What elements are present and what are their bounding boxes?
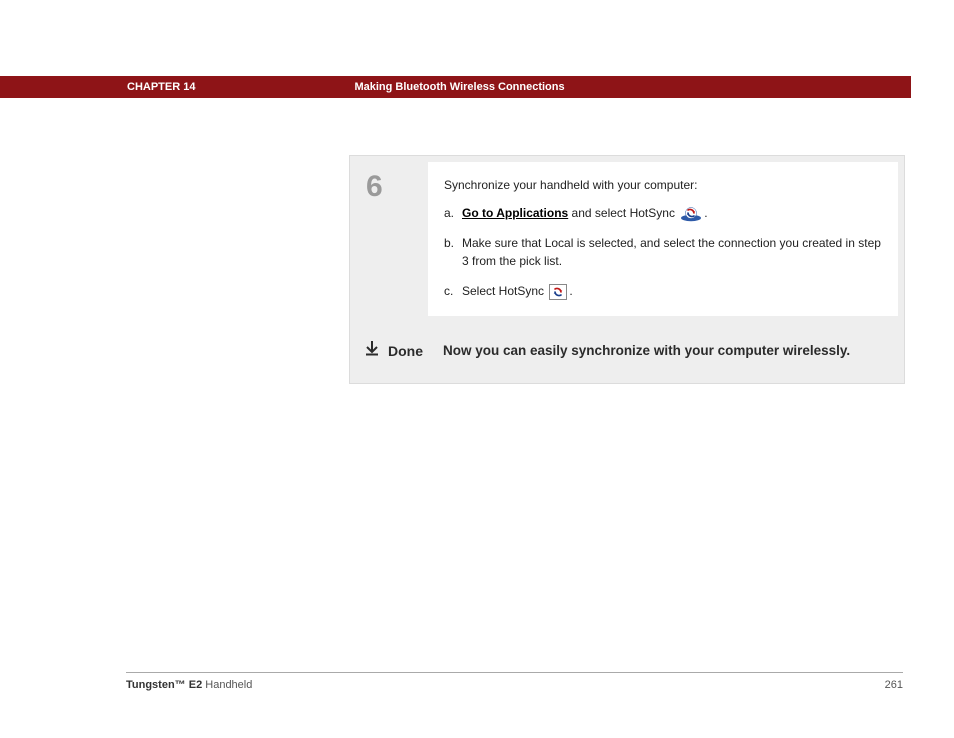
step-intro: Synchronize your handheld with your comp… <box>444 176 882 194</box>
done-row: Done Now you can easily synchronize with… <box>350 322 904 383</box>
sub-step-text: Select HotSync . <box>462 282 882 300</box>
chapter-header-bar: CHAPTER 14 Making Bluetooth Wireless Con… <box>0 76 911 98</box>
sub-step-text: Make sure that Local is selected, and se… <box>462 234 882 270</box>
sub-step-a-tail: . <box>704 206 707 220</box>
sub-step-b: b. Make sure that Local is selected, and… <box>444 234 882 270</box>
sub-step-c-pre: Select HotSync <box>462 284 547 298</box>
footer-product: Tungsten™ E2 Handheld <box>126 679 252 691</box>
step-number-cell: 6 <box>356 162 422 316</box>
instruction-panel: 6 Synchronize your handheld with your co… <box>349 155 905 384</box>
done-label: Done <box>388 343 423 359</box>
footer-product-bold: Tungsten™ E2 <box>126 679 202 691</box>
sub-step-a-after: and select HotSync <box>568 206 678 220</box>
sub-step-list: a. Go to Applications and select HotSync… <box>444 204 882 300</box>
done-text: Now you can easily synchronize with your… <box>443 343 850 358</box>
footer-product-rest: Handheld <box>202 679 252 691</box>
sub-step-letter: c. <box>444 282 462 300</box>
sub-step-letter: b. <box>444 234 462 252</box>
footer-page-number: 261 <box>885 679 903 691</box>
sub-step-c: c. Select HotSync . <box>444 282 882 300</box>
hotsync-app-icon <box>680 206 702 222</box>
sub-step-c-tail: . <box>569 284 572 298</box>
chapter-title: Making Bluetooth Wireless Connections <box>354 81 564 93</box>
hotsync-button-icon <box>549 284 567 300</box>
page-footer: Tungsten™ E2 Handheld 261 <box>126 672 903 691</box>
go-to-applications-link[interactable]: Go to Applications <box>462 206 568 220</box>
step-body: Synchronize your handheld with your comp… <box>428 162 898 316</box>
done-arrow-icon <box>364 340 380 361</box>
step-number: 6 <box>366 170 412 204</box>
sub-step-letter: a. <box>444 204 462 222</box>
sub-step-a: a. Go to Applications and select HotSync… <box>444 204 882 222</box>
step-row: 6 Synchronize your handheld with your co… <box>350 156 904 322</box>
sub-step-text: Go to Applications and select HotSync . <box>462 204 882 222</box>
chapter-number-label: CHAPTER 14 <box>127 81 195 93</box>
